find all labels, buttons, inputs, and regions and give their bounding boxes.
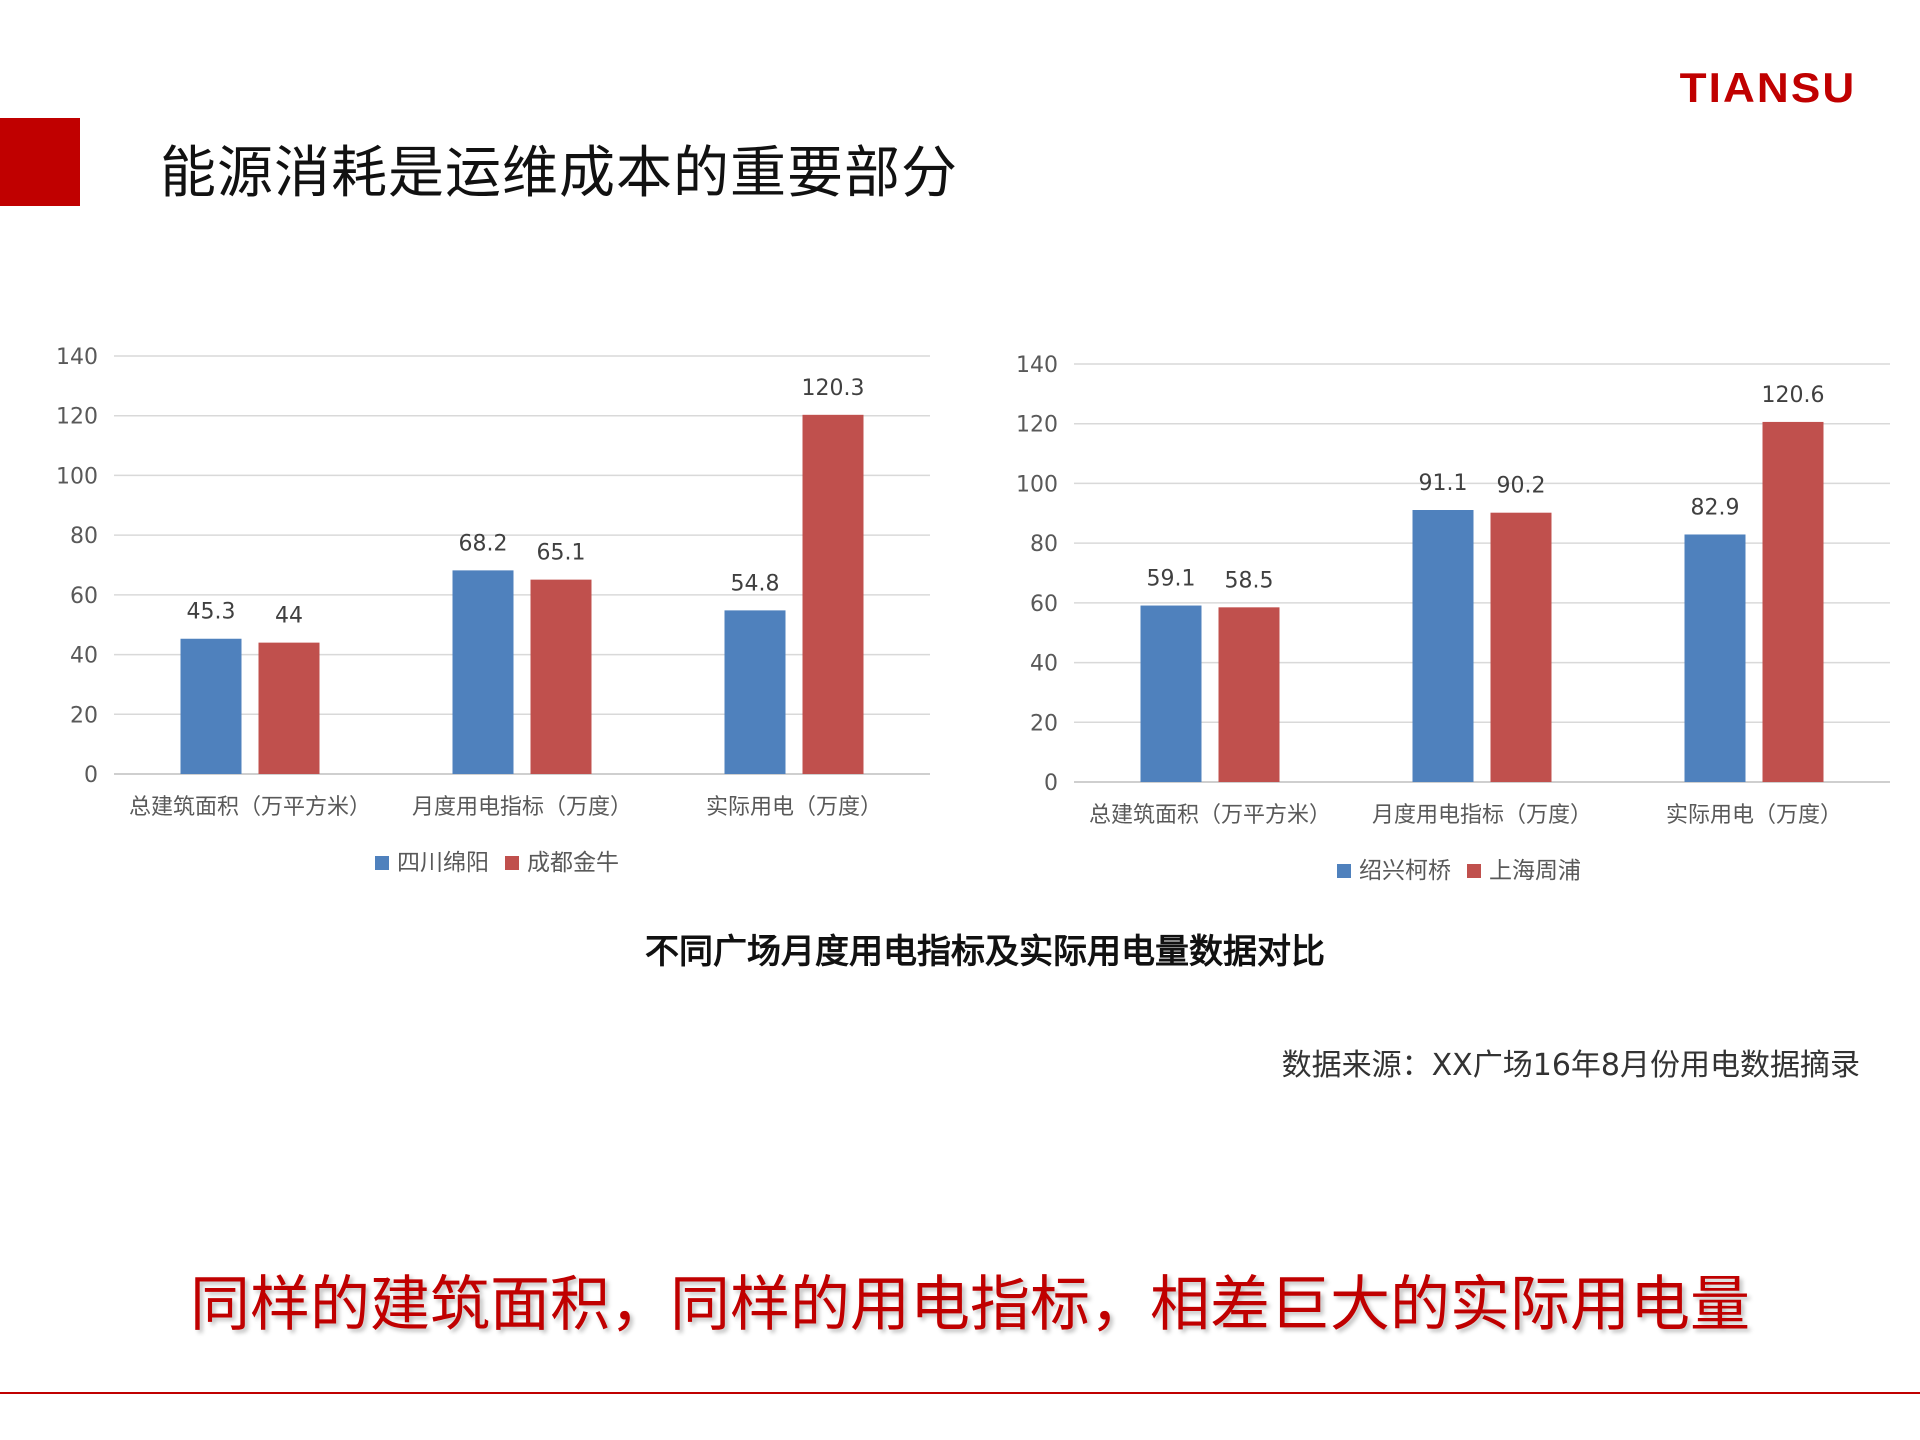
data-label: 68.2 xyxy=(459,531,508,556)
y-tick-label: 40 xyxy=(70,644,98,669)
legend-swatch xyxy=(375,856,389,870)
y-tick-label: 120 xyxy=(1016,413,1058,438)
y-tick-label: 140 xyxy=(1016,353,1058,378)
bar-上海周浦-2 xyxy=(1762,421,1824,782)
data-label: 82.9 xyxy=(1691,495,1740,520)
bar-绍兴柯桥-0 xyxy=(1140,605,1202,782)
legend-swatch xyxy=(505,856,519,870)
bar-上海周浦-1 xyxy=(1490,512,1552,782)
legend-label: 成都金牛 xyxy=(527,850,619,876)
bar-上海周浦-0 xyxy=(1218,607,1280,782)
legend-label: 绍兴柯桥 xyxy=(1359,858,1451,884)
bar-绍兴柯桥-2 xyxy=(1684,534,1746,782)
legend-swatch xyxy=(1467,864,1481,878)
bar-chart-left: 0 20 40 60 80 100 120 140 45.3 44 总建筑面积（万平方米） 68.2 6… xyxy=(56,345,930,876)
bar-四川绵阳-1 xyxy=(452,570,514,774)
data-label: 45.3 xyxy=(187,600,236,625)
y-tick-label: 20 xyxy=(70,703,98,728)
bar-成都金牛-2 xyxy=(802,414,864,774)
data-source-note: 数据来源：XX广场16年8月份用电数据摘录 xyxy=(1281,1048,1860,1083)
y-tick-label: 120 xyxy=(56,405,98,430)
x-category-label: 实际用电（万度） xyxy=(706,795,882,820)
bar-chart-right: 0 20 40 60 80 100 120 140 59.1 58.5 总建筑面积（万平方米） 91.… xyxy=(1016,353,1890,884)
y-tick-label: 80 xyxy=(1030,532,1058,557)
y-tick-label: 100 xyxy=(56,464,98,489)
data-label: 65.1 xyxy=(537,541,586,566)
data-label: 59.1 xyxy=(1147,567,1196,592)
data-label: 91.1 xyxy=(1419,471,1468,496)
legend-label: 上海周浦 xyxy=(1489,858,1581,884)
accent-block xyxy=(0,118,80,206)
x-category-label: 实际用电（万度） xyxy=(1666,803,1842,828)
data-label: 90.2 xyxy=(1497,474,1546,499)
x-category-label: 月度用电指标（万度） xyxy=(1372,803,1592,828)
y-tick-label: 100 xyxy=(1016,472,1058,497)
legend-label: 四川绵阳 xyxy=(397,850,489,876)
y-tick-label: 80 xyxy=(70,524,98,549)
bar-成都金牛-1 xyxy=(530,579,592,774)
bottom-divider xyxy=(0,1392,1920,1394)
chart-caption: 不同广场月度用电指标及实际用电量数据对比 xyxy=(645,932,1325,972)
data-label: 120.6 xyxy=(1762,383,1825,408)
brand-logo: TIANSU xyxy=(1679,64,1856,111)
slide-title: 能源消耗是运维成本的重要部分 xyxy=(160,141,958,206)
y-tick-label: 60 xyxy=(1030,592,1058,617)
bar-四川绵阳-0 xyxy=(180,638,242,774)
x-category-label: 总建筑面积（万平方米） xyxy=(129,795,371,820)
y-tick-label: 40 xyxy=(1030,652,1058,677)
data-label: 54.8 xyxy=(731,571,780,596)
bar-四川绵阳-2 xyxy=(724,610,786,774)
y-tick-label: 60 xyxy=(70,584,98,609)
x-category-label: 月度用电指标（万度） xyxy=(412,795,632,820)
y-tick-label: 20 xyxy=(1030,711,1058,736)
y-tick-label: 140 xyxy=(56,345,98,370)
data-label: 58.5 xyxy=(1225,568,1274,593)
y-tick-label: 0 xyxy=(1044,771,1058,796)
bar-绍兴柯桥-1 xyxy=(1412,510,1474,782)
bar-成都金牛-0 xyxy=(258,642,320,774)
conclusion-text: 同样的建筑面积，同样的用电指标，相差巨大的实际用电量 xyxy=(190,1270,1750,1340)
data-label: 44 xyxy=(275,604,303,629)
data-label: 120.3 xyxy=(802,376,865,401)
y-tick-label: 0 xyxy=(84,763,98,788)
legend-swatch xyxy=(1337,864,1351,878)
x-category-label: 总建筑面积（万平方米） xyxy=(1089,803,1331,828)
